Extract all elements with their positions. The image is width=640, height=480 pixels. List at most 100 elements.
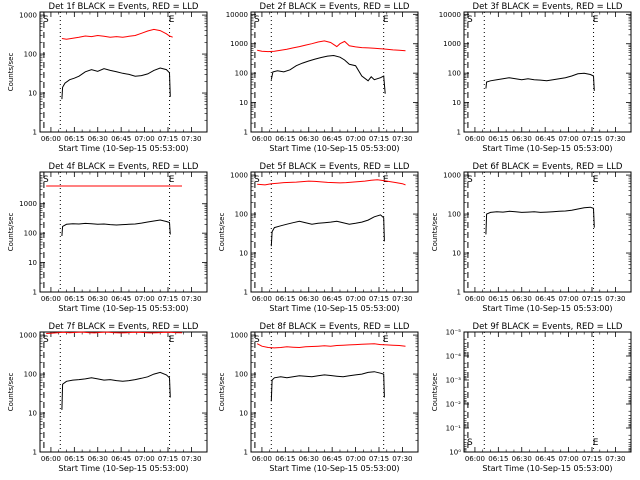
marker-label-e: E — [383, 15, 389, 25]
x-axis-label: Start Time (10-Sep-15 05:53:00) — [58, 464, 188, 473]
x-tick-label: 07:15 — [158, 455, 178, 463]
chart-title: Det 2f BLACK = Events, RED = LLD — [260, 2, 410, 12]
x-axis-label: Start Time (10-Sep-15 05:53:00) — [269, 464, 399, 473]
x-tick-label: 07:00 — [134, 455, 154, 463]
x-tick-label: 07:30 — [605, 135, 625, 143]
marker-label-e: E — [383, 175, 389, 185]
x-tick-label: 06:15 — [275, 295, 295, 303]
x-tick-label: 07:15 — [582, 455, 602, 463]
chart-title: Det 3f BLACK = Events, RED = LLD — [473, 2, 623, 12]
x-axis-label: Start Time (10-Sep-15 05:53:00) — [269, 144, 399, 153]
chart-title: Det 7f BLACK = Events, RED = LLD — [49, 322, 199, 332]
events-series-line — [485, 206, 595, 235]
x-tick-label: 06:30 — [88, 455, 108, 463]
x-tick-label: 07:00 — [134, 295, 154, 303]
x-tick-label: 06:00 — [252, 135, 272, 143]
x-tick-label: 06:00 — [41, 295, 61, 303]
y-tick-label: 1000 — [230, 172, 248, 180]
detector-panel-3: Det 3f BLACK = Events, RED = LLD Start Ti… — [439, 2, 632, 153]
x-tick-label: 07:00 — [558, 295, 578, 303]
marker-label-s: S — [43, 335, 49, 345]
y-tick-label: 10 — [28, 259, 37, 267]
y-tick-label: 100 — [235, 211, 248, 219]
x-tick-label: 06:30 — [299, 135, 319, 143]
chart-title: Det 1f BLACK = Events, RED = LLD — [49, 2, 199, 12]
y-tick-label: 10 — [239, 410, 248, 418]
y-tick-label: 100 — [24, 230, 37, 238]
x-tick-label: 06:45 — [111, 455, 131, 463]
y-axis-label: Counts/sec — [218, 373, 226, 412]
x-tick-label: 06:45 — [535, 135, 555, 143]
y-axis-label: Counts/sec — [431, 373, 439, 412]
y-tick-label: 10 — [28, 90, 37, 98]
marker-label-e: E — [169, 15, 175, 25]
x-tick-label: 06:30 — [512, 295, 532, 303]
x-tick-label: 06:00 — [41, 455, 61, 463]
plot-frame — [39, 171, 208, 293]
y-axis-label: Counts/sec — [7, 53, 15, 92]
x-tick-label: 07:15 — [582, 135, 602, 143]
x-tick-label: 06:30 — [88, 135, 108, 143]
y-tick-label: 1000 — [19, 200, 37, 208]
y-tick-label: 10 — [28, 410, 37, 418]
x-tick-label: 06:30 — [299, 455, 319, 463]
y-tick-label: 1000 — [19, 332, 37, 340]
detector-panel-9: Det 9f BLACK = Events, RED = LLD Counts/s… — [431, 322, 632, 473]
y-axis-label: Counts/sec — [218, 213, 226, 252]
y-tick-label: 10 — [239, 99, 248, 107]
detector-panel-1: Det 1f BLACK = Events, RED = LLD Counts/s… — [7, 2, 208, 153]
chart-title: Det 9f BLACK = Events, RED = LLD — [473, 322, 623, 332]
chart-title: Det 6f BLACK = Events, RED = LLD — [473, 162, 623, 172]
x-axis-label: Start Time (10-Sep-15 05:53:00) — [58, 304, 188, 313]
events-series-line — [61, 371, 171, 410]
marker-label-e: E — [593, 175, 599, 185]
y-tick-label: 10 — [452, 250, 461, 258]
marker-label-s: S — [43, 175, 49, 185]
y-tick-label: 10⁻² — [446, 401, 462, 409]
x-axis-label: Start Time (10-Sep-15 05:53:00) — [482, 144, 612, 153]
x-tick-label: 07:30 — [181, 455, 201, 463]
lld-series-line — [257, 179, 406, 186]
y-tick-label: 10⁻¹ — [446, 425, 462, 433]
marker-label-e: E — [593, 438, 599, 448]
y-tick-label: 10⁰ — [449, 449, 461, 457]
lld-series-line — [257, 40, 406, 53]
x-tick-label: 07:30 — [392, 135, 412, 143]
y-tick-label: 10000 — [226, 11, 248, 19]
x-tick-label: 06:45 — [322, 295, 342, 303]
x-tick-label: 07:00 — [345, 455, 365, 463]
x-tick-label: 06:30 — [88, 295, 108, 303]
y-tick-label: 1000 — [443, 40, 461, 48]
lld-series-line — [61, 28, 173, 40]
x-tick-label: 06:45 — [111, 135, 131, 143]
y-tick-label: 1 — [244, 289, 248, 297]
events-series-line — [61, 67, 171, 100]
x-axis-label: Start Time (10-Sep-15 05:53:00) — [269, 304, 399, 313]
chart-title: Det 5f BLACK = Events, RED = LLD — [260, 162, 410, 172]
detector-panel-4: Det 4f BLACK = Events, RED = LLD Counts/s… — [7, 162, 208, 313]
plot-frame — [39, 331, 208, 453]
y-tick-label: 1 — [457, 289, 461, 297]
plot-frame — [250, 331, 419, 453]
y-tick-label: 1000 — [230, 332, 248, 340]
x-tick-label: 06:15 — [488, 455, 508, 463]
x-tick-label: 07:15 — [369, 295, 389, 303]
events-series-line — [270, 371, 385, 402]
x-tick-label: 07:15 — [369, 455, 389, 463]
detector-panel-2: Det 2f BLACK = Events, RED = LLD Start Ti… — [226, 2, 419, 153]
y-tick-label: 10000 — [439, 11, 461, 19]
marker-label-e: E — [593, 15, 599, 25]
y-tick-label: 10⁻⁵ — [446, 329, 462, 337]
x-tick-label: 07:00 — [134, 135, 154, 143]
plot-frame — [463, 331, 632, 453]
marker-label-s: S — [254, 335, 260, 345]
detector-panel-7: Det 7f BLACK = Events, RED = LLD Counts/s… — [7, 322, 208, 473]
y-axis-label: Counts/sec — [7, 373, 15, 412]
x-tick-label: 06:15 — [64, 455, 84, 463]
y-tick-label: 1 — [33, 289, 37, 297]
x-tick-label: 06:15 — [488, 295, 508, 303]
y-tick-label: 100 — [235, 70, 248, 78]
marker-label-s: S — [43, 15, 49, 25]
x-tick-label: 06:30 — [512, 455, 532, 463]
